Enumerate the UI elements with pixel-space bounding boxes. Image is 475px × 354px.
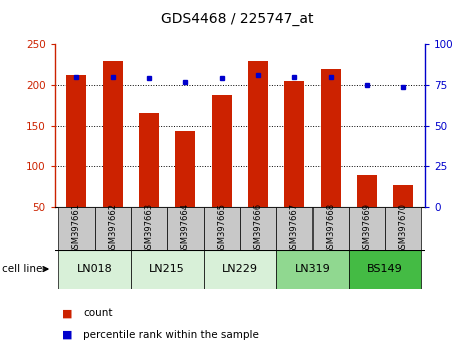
FancyBboxPatch shape — [95, 207, 131, 250]
Text: GSM397662: GSM397662 — [108, 203, 117, 254]
Bar — [212, 95, 232, 207]
FancyBboxPatch shape — [240, 207, 276, 250]
Bar — [321, 69, 341, 207]
FancyBboxPatch shape — [204, 250, 276, 289]
FancyBboxPatch shape — [131, 207, 167, 250]
FancyBboxPatch shape — [167, 207, 203, 250]
FancyBboxPatch shape — [58, 207, 95, 250]
Text: ■: ■ — [62, 308, 72, 318]
Bar — [393, 185, 413, 207]
Text: LN018: LN018 — [76, 264, 113, 274]
Text: GSM397664: GSM397664 — [181, 203, 190, 254]
Text: GSM397669: GSM397669 — [362, 203, 371, 254]
Text: cell line: cell line — [2, 264, 43, 274]
FancyBboxPatch shape — [349, 250, 421, 289]
Bar — [139, 113, 159, 207]
Bar — [285, 81, 304, 207]
Text: LN215: LN215 — [149, 264, 185, 274]
Text: LN319: LN319 — [294, 264, 331, 274]
Text: percentile rank within the sample: percentile rank within the sample — [83, 330, 259, 339]
Text: GDS4468 / 225747_at: GDS4468 / 225747_at — [161, 12, 314, 27]
FancyBboxPatch shape — [349, 207, 385, 250]
FancyBboxPatch shape — [385, 207, 421, 250]
Bar — [248, 61, 268, 207]
Text: GSM397667: GSM397667 — [290, 203, 299, 254]
Bar — [175, 131, 195, 207]
Text: ■: ■ — [62, 330, 72, 339]
Text: GSM397665: GSM397665 — [217, 203, 226, 254]
Text: GSM397668: GSM397668 — [326, 203, 335, 254]
FancyBboxPatch shape — [276, 250, 349, 289]
FancyBboxPatch shape — [204, 207, 240, 250]
FancyBboxPatch shape — [58, 250, 131, 289]
FancyBboxPatch shape — [131, 250, 203, 289]
FancyBboxPatch shape — [313, 207, 349, 250]
Text: count: count — [83, 308, 113, 318]
Text: GSM397666: GSM397666 — [254, 203, 263, 254]
Bar — [103, 61, 123, 207]
Text: GSM397670: GSM397670 — [399, 203, 408, 254]
Text: GSM397661: GSM397661 — [72, 203, 81, 254]
Text: GSM397663: GSM397663 — [144, 203, 153, 254]
Text: LN229: LN229 — [222, 264, 258, 274]
Bar — [357, 175, 377, 207]
FancyBboxPatch shape — [276, 207, 313, 250]
Text: BS149: BS149 — [367, 264, 403, 274]
Bar — [66, 75, 86, 207]
